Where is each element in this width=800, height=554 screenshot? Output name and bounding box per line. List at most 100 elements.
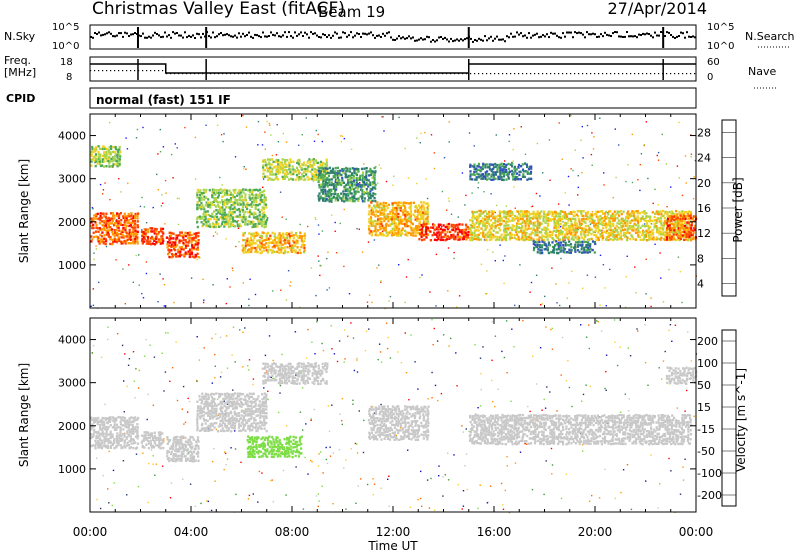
noise-point: [612, 197, 614, 199]
data-cell: [473, 234, 476, 237]
data-cell: [421, 225, 424, 229]
data-cell: [521, 217, 524, 220]
data-cell: [464, 228, 467, 231]
data-cell: [574, 224, 577, 227]
noise-sample: [288, 31, 290, 34]
nave-sample: [538, 73, 540, 75]
data-cell: [541, 244, 544, 247]
data-cell: [117, 222, 120, 225]
data-cell: [209, 201, 212, 204]
data-cell: [475, 233, 478, 237]
noise-point: [429, 291, 431, 293]
data-cell: [419, 218, 422, 221]
data-cell: [133, 219, 137, 223]
data-cell: [91, 226, 94, 230]
data-cell: [572, 217, 575, 220]
data-cell: [370, 230, 373, 233]
data-cell: [370, 171, 373, 175]
noise-sample: [496, 35, 498, 38]
data-cell: [389, 223, 392, 226]
data-cell: [200, 198, 203, 201]
data-cell: [353, 194, 356, 198]
data-cell: [537, 248, 540, 251]
data-cell: [393, 229, 396, 232]
noise-sample: [398, 35, 400, 38]
noise-point: [107, 338, 109, 341]
data-cell: [603, 219, 606, 222]
data-cell: [521, 236, 524, 239]
data-cell: [231, 212, 234, 216]
data-cell: [211, 222, 214, 225]
nave-sample: [258, 73, 260, 75]
data-cell: [372, 221, 375, 225]
data-cell: [238, 210, 241, 213]
data-cell: [380, 217, 383, 220]
nave-sample: [582, 73, 584, 75]
data-cell: [480, 212, 483, 215]
data-cell: [414, 204, 417, 208]
noise-point: [327, 251, 329, 253]
data-cell: [678, 221, 681, 224]
data-cell: [561, 217, 564, 221]
data-cell: [320, 174, 323, 177]
data-cell: [532, 240, 535, 243]
data-cell: [247, 250, 251, 254]
data-cell: [636, 212, 639, 215]
noise-sample: [420, 37, 422, 40]
data-cell: [254, 234, 257, 238]
data-cell: [552, 212, 555, 215]
data-cell: [107, 221, 110, 224]
noise-point: [549, 179, 551, 181]
data-cell: [576, 225, 579, 228]
noise-point: [150, 449, 153, 451]
noise-point: [141, 229, 143, 231]
data-cell: [265, 215, 268, 218]
data-cell: [337, 170, 340, 173]
data-cell: [371, 186, 375, 189]
noise-point: [320, 265, 322, 267]
noise-sample: [604, 31, 606, 34]
noise-point: [248, 304, 250, 307]
data-cell: [248, 190, 252, 194]
data-cell: [533, 224, 537, 227]
noise-point: [580, 324, 582, 326]
noise-sample: [640, 34, 642, 36]
data-cell: [399, 232, 402, 235]
data-cell: [422, 211, 425, 214]
noise-sample: [152, 34, 154, 37]
data-cell: [204, 190, 207, 194]
noise-sample: [362, 32, 364, 35]
data-cell: [488, 168, 492, 171]
data-cell: [219, 208, 222, 211]
data-cell: [248, 194, 251, 197]
data-cell: [597, 221, 600, 224]
noise-point: [254, 293, 257, 296]
noise-point: [91, 207, 94, 209]
data-cell: [178, 255, 181, 258]
data-cell: [586, 246, 589, 249]
data-cell: [429, 226, 432, 229]
noise-sample: [254, 33, 256, 36]
data-cell: [482, 234, 485, 237]
data-cell: [603, 217, 607, 220]
data-cell: [108, 146, 111, 149]
data-cell: [323, 174, 326, 177]
noise-point: [551, 267, 553, 269]
noise-point: [444, 474, 446, 476]
data-cell: [300, 245, 303, 249]
data-cell: [544, 213, 548, 216]
data-cell: [404, 225, 407, 228]
data-cell: [505, 170, 508, 173]
data-cell: [563, 216, 566, 220]
data-cell: [182, 234, 185, 237]
data-cell: [657, 231, 660, 234]
data-cell: [567, 251, 571, 254]
data-cell: [393, 233, 396, 236]
noise-point: [657, 159, 660, 161]
data-cell: [146, 237, 150, 241]
data-cell: [324, 176, 327, 179]
noise-point: [262, 186, 264, 188]
noise-sample: [278, 35, 280, 38]
data-cell: [641, 215, 644, 218]
data-cell: [447, 226, 450, 229]
